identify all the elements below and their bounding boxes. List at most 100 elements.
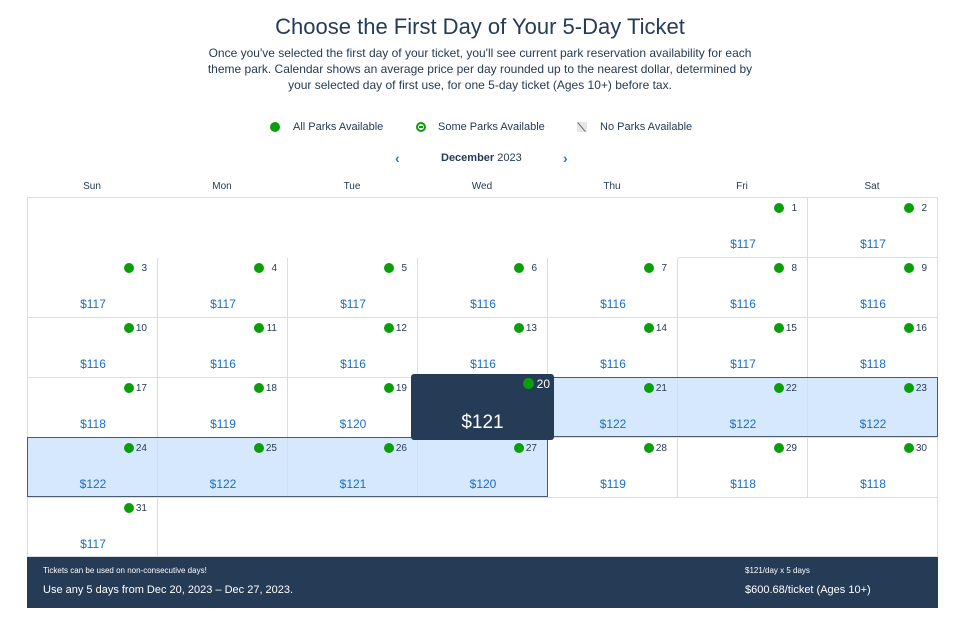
calendar-day[interactable]: 7 $116 bbox=[548, 258, 678, 318]
calendar-day[interactable]: 12 $116 bbox=[288, 318, 418, 378]
page-description: Once you've selected the first day of yo… bbox=[207, 46, 753, 92]
calendar-day[interactable]: 30 $118 bbox=[808, 438, 938, 498]
day-number: 16 bbox=[915, 323, 927, 334]
calendar-day[interactable]: 31 $117 bbox=[28, 498, 158, 558]
calendar-day[interactable]: 26 $121 bbox=[288, 438, 418, 498]
availability-dot-icon bbox=[514, 443, 524, 453]
availability-dot-icon bbox=[254, 443, 264, 453]
day-price: $118 bbox=[80, 417, 106, 431]
day-price: $116 bbox=[600, 297, 626, 311]
calendar-day[interactable]: 3 $117 bbox=[28, 258, 158, 318]
availability-dot-icon bbox=[774, 323, 784, 333]
legend-none: No Parks Available bbox=[577, 121, 692, 133]
calendar-day[interactable]: 13 $116 bbox=[418, 318, 548, 378]
day-number: 23 bbox=[915, 383, 927, 394]
day-price: $117 bbox=[80, 297, 106, 311]
calendar-day[interactable]: 18 $119 bbox=[158, 378, 288, 438]
day-price: $121 bbox=[339, 477, 367, 491]
calendar-day[interactable]: 17 $118 bbox=[28, 378, 158, 438]
weekday-header: Wed bbox=[471, 181, 493, 192]
availability-dot-icon bbox=[254, 263, 264, 273]
chevron-right-icon[interactable]: › bbox=[563, 150, 568, 166]
availability-dot-icon bbox=[774, 383, 784, 393]
availability-dot-icon bbox=[904, 443, 914, 453]
day-number: 28 bbox=[655, 443, 667, 454]
day-price: $116 bbox=[210, 357, 236, 371]
calendar-day[interactable]: 27 $120 bbox=[418, 438, 548, 498]
day-number: 7 bbox=[661, 263, 667, 274]
legend-all-label: All Parks Available bbox=[293, 121, 384, 133]
day-price: $121 bbox=[461, 412, 504, 433]
calendar-day[interactable]: 22 $122 bbox=[678, 378, 808, 438]
day-price: $116 bbox=[600, 357, 626, 371]
month-label: December 2023 bbox=[441, 152, 522, 164]
availability-dot-icon bbox=[774, 443, 784, 453]
day-price: $122 bbox=[599, 417, 627, 431]
calendar-day[interactable]: 9 $116 bbox=[808, 258, 938, 318]
selected-day[interactable]: 20 $121 bbox=[411, 374, 554, 440]
weekday-header: Fri bbox=[736, 181, 748, 192]
calendar-day[interactable]: 1 $117 bbox=[678, 198, 808, 258]
calendar-day[interactable]: 23 $122 bbox=[808, 378, 938, 438]
calendar-day[interactable]: 8 $116 bbox=[678, 258, 808, 318]
footer-note: Tickets can be used on non-consecutive d… bbox=[43, 566, 207, 575]
day-number: 18 bbox=[265, 383, 277, 394]
calendar-day[interactable]: 15 $117 bbox=[678, 318, 808, 378]
calendar-day[interactable]: 6 $116 bbox=[418, 258, 548, 318]
weekday-header: Sun bbox=[83, 181, 101, 192]
calendar-day[interactable]: 11 $116 bbox=[158, 318, 288, 378]
calendar-day[interactable]: 25 $122 bbox=[158, 438, 288, 498]
legend-none-label: No Parks Available bbox=[600, 121, 693, 133]
availability-dot-icon bbox=[124, 383, 134, 393]
calendar-day[interactable]: 16 $118 bbox=[808, 318, 938, 378]
day-price: $122 bbox=[209, 477, 237, 491]
weekday-header: Mon bbox=[212, 181, 232, 192]
calendar-day[interactable]: 4 $117 bbox=[158, 258, 288, 318]
calendar-day[interactable]: 21 $122 bbox=[548, 378, 678, 438]
day-price: $122 bbox=[859, 417, 887, 431]
availability-dot-icon bbox=[904, 383, 914, 393]
calendar-day[interactable]: 5 $117 bbox=[288, 258, 418, 318]
calendar-day[interactable]: 28 $119 bbox=[548, 438, 678, 498]
calendar-day[interactable]: 19 $120 bbox=[288, 378, 418, 438]
day-number: 27 bbox=[525, 443, 537, 454]
day-number: 30 bbox=[915, 443, 927, 454]
page-title: Choose the First Day of Your 5-Day Ticke… bbox=[275, 14, 685, 39]
calendar-day[interactable]: 24 $122 bbox=[28, 438, 158, 498]
calendar-day[interactable]: 14 $116 bbox=[548, 318, 678, 378]
availability-dot-icon bbox=[523, 378, 534, 389]
day-price: $122 bbox=[79, 477, 107, 491]
day-price: $117 bbox=[860, 237, 886, 251]
weekday-header: Tue bbox=[343, 181, 361, 192]
day-price: $116 bbox=[80, 357, 106, 371]
month-name: December bbox=[441, 152, 495, 164]
availability-dot-icon bbox=[644, 263, 654, 273]
day-number: 19 bbox=[395, 383, 407, 394]
day-number: 9 bbox=[921, 263, 927, 274]
availability-dot-icon bbox=[254, 383, 264, 393]
day-price: $122 bbox=[729, 417, 757, 431]
day-price: $116 bbox=[730, 297, 756, 311]
day-number: 15 bbox=[785, 323, 797, 334]
availability-dot-icon bbox=[384, 263, 394, 273]
day-price: $117 bbox=[340, 297, 366, 311]
day-number: 1 bbox=[791, 203, 797, 214]
weekday-header: Thu bbox=[603, 181, 621, 192]
chevron-left-icon[interactable]: ‹ bbox=[395, 150, 400, 166]
day-number: 10 bbox=[135, 323, 147, 334]
day-price: $117 bbox=[730, 237, 756, 251]
day-number: 21 bbox=[655, 383, 667, 394]
day-number: 25 bbox=[265, 443, 277, 454]
day-number: 26 bbox=[395, 443, 407, 454]
calendar-day[interactable]: 10 $116 bbox=[28, 318, 158, 378]
availability-dot-icon bbox=[124, 323, 134, 333]
day-number: 8 bbox=[791, 263, 797, 274]
footer-per-day: $121/day x 5 days bbox=[745, 566, 810, 575]
all-parks-dot-icon bbox=[270, 122, 280, 132]
day-price: $118 bbox=[860, 477, 886, 491]
month-year: 2023 bbox=[497, 152, 522, 164]
calendar-day[interactable]: 29 $118 bbox=[678, 438, 808, 498]
day-price: $116 bbox=[860, 297, 886, 311]
availability-dot-icon bbox=[904, 263, 914, 273]
calendar-day[interactable]: 2 $117 bbox=[808, 198, 938, 258]
